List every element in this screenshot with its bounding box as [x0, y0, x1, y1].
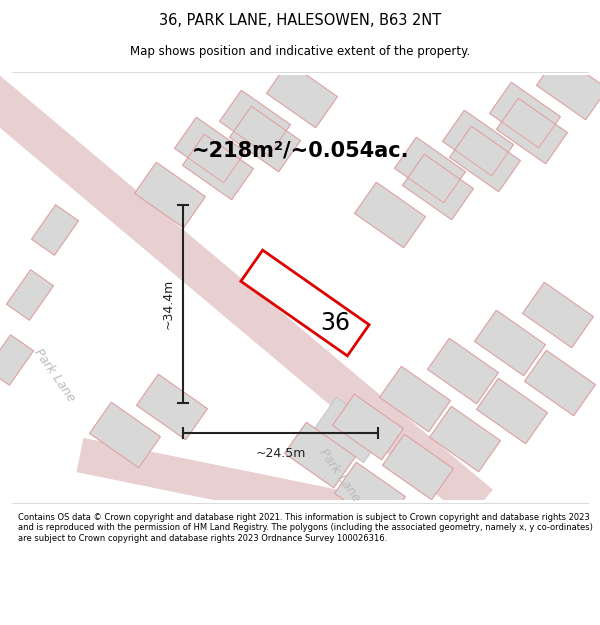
Polygon shape — [175, 118, 245, 182]
Polygon shape — [523, 282, 593, 348]
Polygon shape — [355, 182, 425, 248]
Polygon shape — [314, 398, 385, 462]
Text: ~34.4m: ~34.4m — [162, 279, 175, 329]
Polygon shape — [536, 54, 600, 120]
Text: Map shows position and indicative extent of the property.: Map shows position and indicative extent… — [130, 45, 470, 58]
Polygon shape — [220, 90, 290, 156]
Polygon shape — [475, 310, 545, 376]
Polygon shape — [89, 402, 160, 468]
Polygon shape — [443, 110, 514, 176]
Polygon shape — [335, 462, 406, 528]
Polygon shape — [497, 98, 568, 164]
Polygon shape — [383, 434, 454, 500]
Polygon shape — [134, 162, 205, 228]
Text: Park Lane: Park Lane — [32, 346, 78, 404]
Polygon shape — [137, 374, 208, 440]
Text: 36: 36 — [320, 311, 350, 335]
Polygon shape — [428, 338, 499, 404]
Text: ~218m²/~0.054ac.: ~218m²/~0.054ac. — [191, 140, 409, 160]
Polygon shape — [490, 82, 560, 148]
Polygon shape — [380, 366, 451, 432]
Polygon shape — [430, 406, 500, 472]
Polygon shape — [0, 69, 493, 521]
Polygon shape — [284, 422, 355, 488]
Polygon shape — [0, 335, 34, 385]
Polygon shape — [403, 154, 473, 220]
Polygon shape — [449, 126, 520, 192]
Text: Contains OS data © Crown copyright and database right 2021. This information is : Contains OS data © Crown copyright and d… — [18, 513, 593, 542]
Polygon shape — [182, 134, 253, 200]
Polygon shape — [266, 62, 337, 127]
Polygon shape — [230, 106, 301, 172]
Polygon shape — [77, 438, 600, 582]
Polygon shape — [241, 250, 369, 356]
Polygon shape — [476, 378, 547, 444]
Polygon shape — [7, 270, 53, 320]
Polygon shape — [31, 205, 79, 255]
Polygon shape — [395, 138, 466, 202]
Polygon shape — [524, 350, 595, 416]
Text: 36, PARK LANE, HALESOWEN, B63 2NT: 36, PARK LANE, HALESOWEN, B63 2NT — [159, 12, 441, 28]
Polygon shape — [332, 394, 403, 460]
Text: ~24.5m: ~24.5m — [256, 447, 305, 460]
Text: Park Lane: Park Lane — [317, 446, 363, 504]
